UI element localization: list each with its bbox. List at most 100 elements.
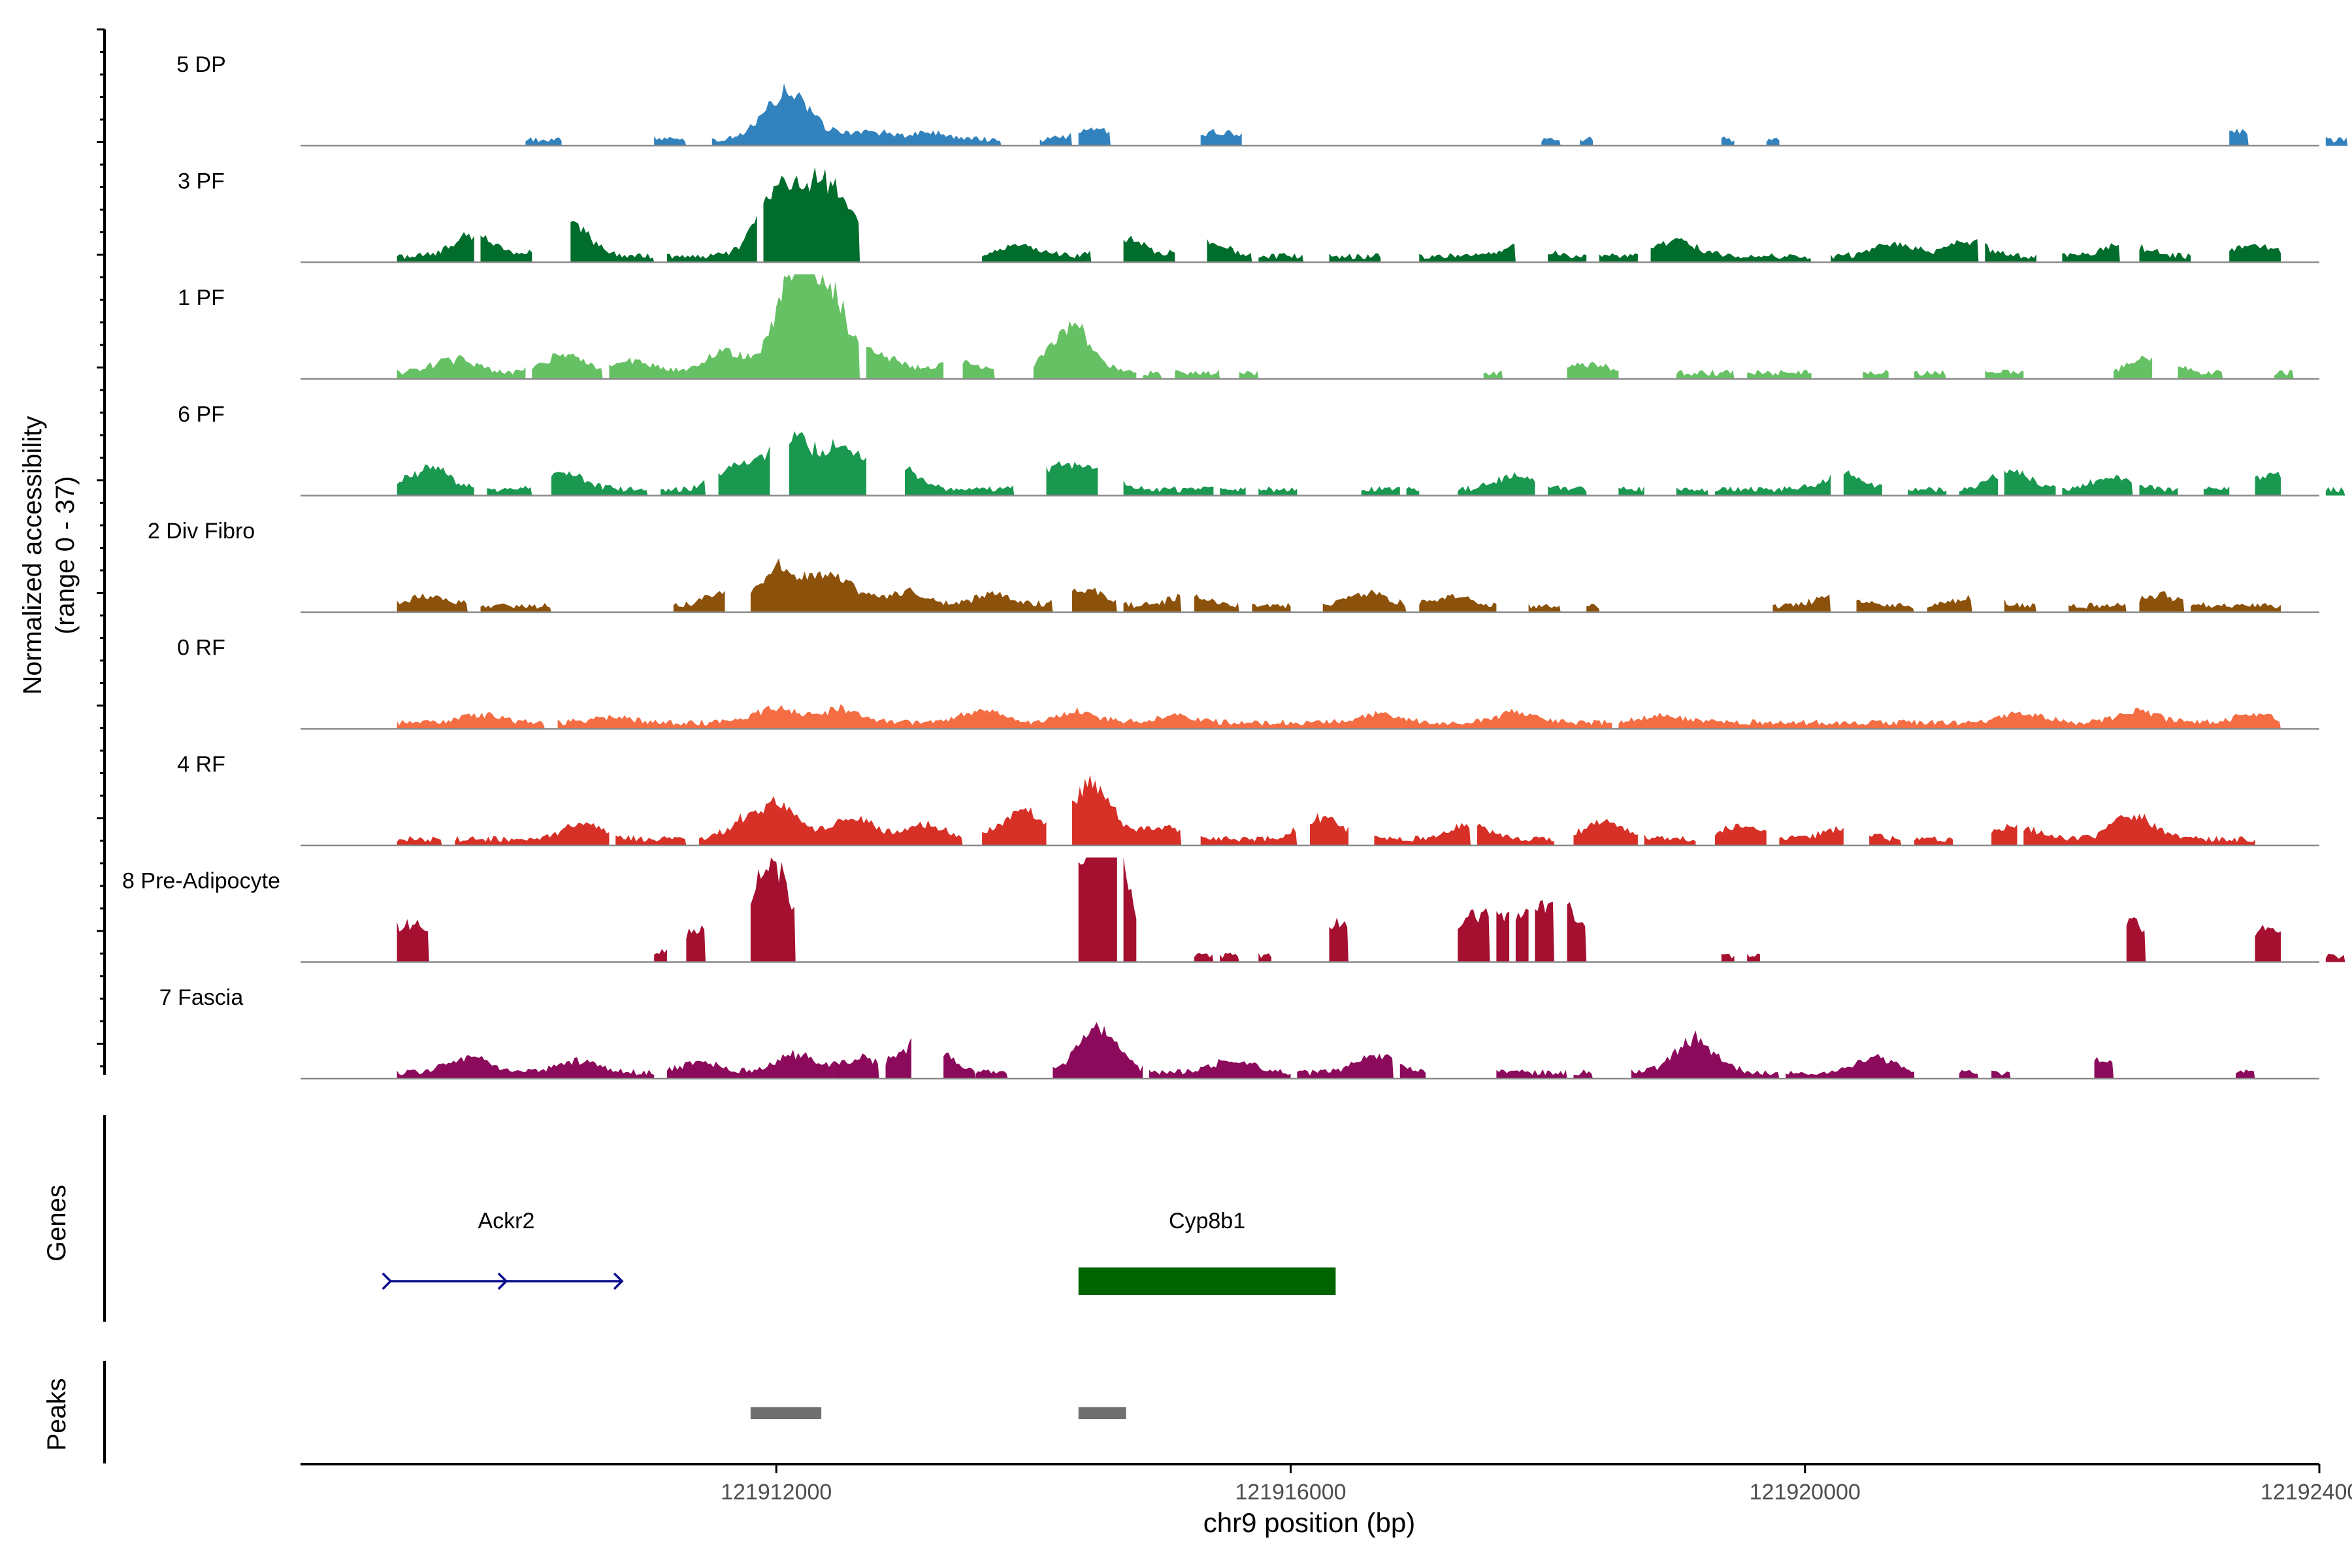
coverage-area bbox=[1535, 900, 1554, 962]
coverage-area bbox=[2114, 355, 2153, 379]
peak-region bbox=[1078, 1407, 1126, 1419]
coverage-area bbox=[1650, 238, 1812, 263]
coverage-area bbox=[2255, 924, 2281, 962]
coverage-area bbox=[1123, 480, 1214, 496]
coverage-area bbox=[525, 137, 562, 146]
coverage-area bbox=[2229, 129, 2249, 146]
coverage-area bbox=[1175, 369, 1220, 379]
coverage-area bbox=[1644, 834, 1696, 845]
strand-arrow bbox=[613, 1272, 624, 1290]
coverage-area bbox=[551, 471, 648, 496]
x-axis-title: chr9 position (bp) bbox=[1203, 1507, 1416, 1538]
coverage-area bbox=[1599, 253, 1638, 263]
coverage-area bbox=[686, 704, 1124, 729]
coverage-area bbox=[654, 949, 667, 962]
gene-ackr2: Ackr2 bbox=[382, 1209, 624, 1290]
coverage-area bbox=[397, 464, 474, 496]
track-label: 4 RF bbox=[177, 752, 225, 777]
coverage-area bbox=[2004, 599, 2036, 612]
coverage-area bbox=[1071, 774, 1182, 845]
coverage-area bbox=[1985, 369, 2024, 379]
track-label: 8 Pre-Adipocyte bbox=[122, 869, 280, 894]
coverage-area bbox=[2004, 469, 2056, 496]
coverage-area bbox=[1747, 953, 1760, 962]
coverage-area bbox=[962, 359, 995, 379]
coverage-area bbox=[834, 1053, 879, 1079]
coverage-area bbox=[1374, 823, 1471, 845]
coverage-area bbox=[1053, 1022, 1143, 1079]
coverage-area bbox=[1310, 813, 1348, 845]
coverage-area bbox=[1194, 953, 1214, 962]
coverage-area bbox=[2325, 487, 2345, 496]
coverage-area bbox=[686, 925, 706, 962]
coverage-area bbox=[943, 1053, 976, 1079]
coverage-area bbox=[1258, 253, 1304, 263]
x-tick-label: 121924000 bbox=[2261, 1480, 2352, 1505]
coverage-area bbox=[1580, 137, 1593, 146]
coverage-area bbox=[487, 485, 532, 496]
coverage-area bbox=[2229, 244, 2281, 263]
coverage-area bbox=[2178, 366, 2223, 379]
strand-arrow bbox=[382, 1272, 393, 1290]
coverage-area bbox=[1548, 250, 1587, 263]
coverage-area bbox=[1194, 594, 1239, 612]
coverage-area bbox=[1483, 370, 1503, 379]
coverage-area bbox=[1779, 826, 1844, 845]
coverage-area bbox=[1927, 595, 1972, 612]
coverage-area bbox=[2062, 243, 2120, 263]
x-tick-label: 121920000 bbox=[1750, 1480, 1861, 1505]
coverage-area bbox=[1361, 486, 1400, 496]
coverage-area bbox=[1033, 321, 1137, 379]
track-4-rf: 4 RF bbox=[177, 752, 2319, 847]
coverage-area bbox=[2023, 813, 2140, 845]
gene-name-label: Ackr2 bbox=[478, 1209, 534, 1233]
coverage-area bbox=[1567, 361, 1619, 379]
coverage-area bbox=[1419, 243, 1516, 263]
track-label: 0 RF bbox=[177, 636, 225, 661]
coverage-area bbox=[2139, 813, 2255, 845]
coverage-area bbox=[763, 167, 860, 263]
coverage-area bbox=[1071, 587, 1117, 612]
coverage-area bbox=[1458, 472, 1535, 496]
coverage-area bbox=[1123, 857, 1137, 962]
track-label: 3 PF bbox=[178, 169, 225, 194]
coverage-area bbox=[1528, 604, 1561, 612]
coverage-area bbox=[1863, 369, 1889, 379]
y-axis-label-line1: Normalized accessibility bbox=[18, 416, 47, 695]
gene-name-label: Cyp8b1 bbox=[1169, 1209, 1245, 1233]
coverage-area bbox=[609, 357, 687, 379]
coverage-area bbox=[1914, 836, 1953, 845]
y-axis-label-line2: (range 0 - 37) bbox=[51, 476, 80, 634]
coverage-area bbox=[1149, 1058, 1291, 1079]
coverage-area bbox=[480, 602, 551, 612]
coverage-area bbox=[455, 822, 610, 845]
coverage-area bbox=[711, 83, 1002, 146]
coverage-area bbox=[1567, 902, 1587, 962]
coverage-area bbox=[1496, 911, 1510, 962]
coverage-area bbox=[1200, 827, 1298, 845]
coverage-area bbox=[1123, 715, 1162, 729]
track-5-dp: 5 DP bbox=[176, 52, 2348, 147]
gene-cyp8b1: Cyp8b1 bbox=[1078, 1209, 1336, 1295]
coverage-area bbox=[1991, 824, 2017, 845]
coverage-area bbox=[1631, 1030, 1735, 1079]
coverage-area bbox=[1766, 138, 1780, 146]
coverage-area bbox=[1548, 485, 1587, 496]
coverage-area bbox=[1239, 370, 1259, 379]
coverage-area bbox=[1991, 1070, 2011, 1079]
coverage-area bbox=[1869, 833, 1902, 845]
track-label: 5 DP bbox=[176, 52, 226, 77]
coverage-area bbox=[1220, 953, 1239, 962]
coverage-area bbox=[1143, 370, 1162, 379]
coverage-area bbox=[1985, 242, 2036, 263]
coverage-area bbox=[666, 215, 757, 263]
coverage-area bbox=[1715, 474, 1831, 496]
coverage-area bbox=[2094, 1056, 2114, 1079]
peak-region bbox=[750, 1407, 822, 1419]
coverage-area bbox=[1399, 1064, 1426, 1079]
coverage-area bbox=[1123, 593, 1182, 612]
coverage-area bbox=[1721, 953, 1735, 962]
peak-region-track bbox=[750, 1407, 1126, 1419]
coverage-area bbox=[1908, 487, 1947, 496]
